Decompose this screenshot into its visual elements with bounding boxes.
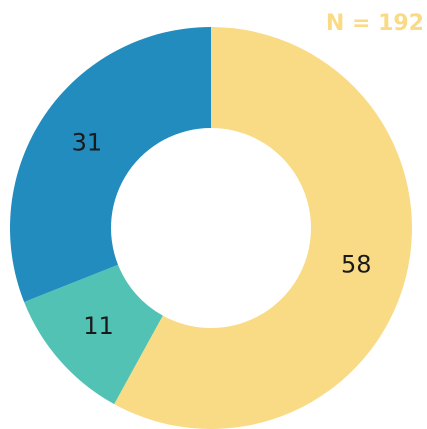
- data-label: 58: [341, 250, 372, 278]
- data-label: 11: [83, 312, 114, 340]
- donut-slice: [114, 27, 412, 429]
- data-label: 31: [72, 129, 103, 157]
- annotation: N = 192: [326, 11, 424, 36]
- donut-slice: [9, 27, 211, 302]
- donut-slice: [24, 264, 163, 405]
